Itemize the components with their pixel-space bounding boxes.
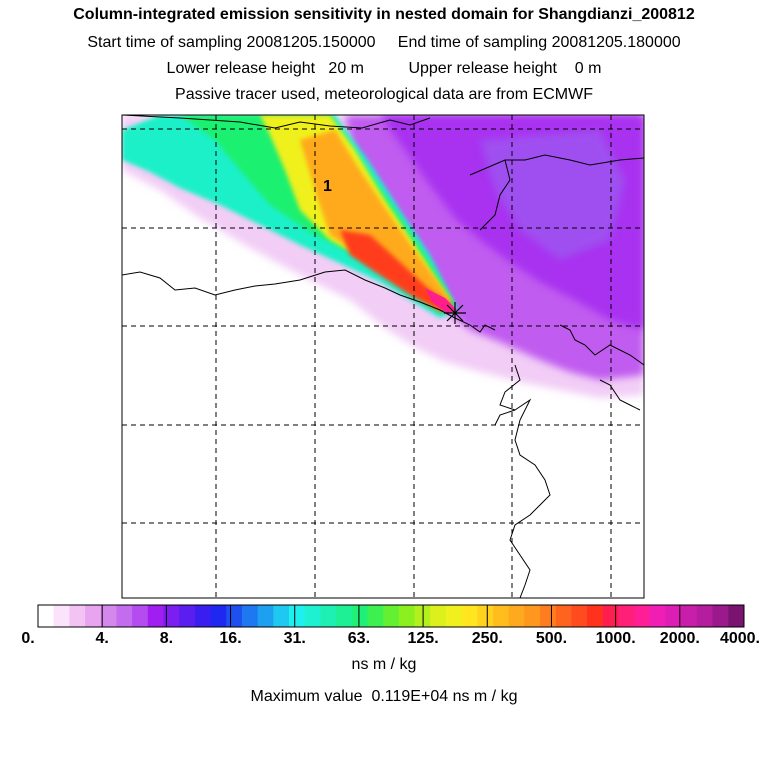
colorbar-cell bbox=[367, 605, 384, 627]
release-height-line: Lower release height 20 m Upper release … bbox=[166, 60, 602, 77]
colorbar-cell bbox=[414, 605, 431, 627]
colorbar bbox=[37, 604, 745, 628]
sensitivity-field bbox=[122, 115, 644, 398]
colorbar-cell bbox=[649, 605, 666, 627]
colorbar-cell bbox=[257, 605, 274, 627]
colorbar-cell bbox=[289, 605, 306, 627]
colorbar-cell bbox=[147, 605, 164, 627]
colorbar-cell bbox=[383, 605, 400, 627]
contour-orange bbox=[300, 130, 452, 310]
colorbar-cell bbox=[602, 605, 619, 627]
colorbar-cell bbox=[194, 605, 211, 627]
colorbar-tick-label: 63. bbox=[347, 630, 371, 647]
colorbar-cell bbox=[336, 605, 353, 627]
plume-label: 1 bbox=[323, 178, 332, 195]
colorbar-cell bbox=[571, 605, 588, 627]
colorbar-cell bbox=[555, 605, 572, 627]
colorbar-cell bbox=[69, 605, 86, 627]
colorbar-cell bbox=[540, 605, 557, 627]
sampling-time-line: Start time of sampling 20081205.150000 E… bbox=[87, 34, 681, 51]
colorbar-cell bbox=[696, 605, 714, 627]
colorbar-cell bbox=[226, 605, 243, 627]
colorbar-cell bbox=[492, 605, 510, 627]
colorbar-cell bbox=[634, 605, 651, 627]
colorbar-tick-label: 2000. bbox=[659, 630, 700, 647]
colorbar-tick-label: 1000. bbox=[595, 630, 636, 647]
colorbar-cell bbox=[241, 605, 259, 627]
colorbar-tick-label: 125. bbox=[407, 630, 439, 647]
colorbar-cell bbox=[85, 605, 102, 627]
max-value-label: Maximum value 0.119E+04 ns m / kg bbox=[250, 688, 518, 705]
colorbar-cell bbox=[587, 605, 604, 627]
colorbar-cell bbox=[665, 605, 682, 627]
colorbar-cell bbox=[728, 605, 745, 627]
colorbar-cell bbox=[179, 605, 196, 627]
colorbar-tick-label: 8. bbox=[159, 630, 174, 647]
colorbar-cell bbox=[477, 605, 494, 627]
colorbar-cell bbox=[116, 605, 133, 627]
figure-title: Column-integrated emission sensitivity i… bbox=[73, 6, 695, 23]
map-panel: 1 bbox=[121, 114, 645, 599]
colorbar-cell bbox=[712, 605, 729, 627]
colorbar-cell bbox=[618, 605, 635, 627]
colorbar-tick-label: 16. bbox=[219, 630, 242, 647]
colorbar-cell bbox=[398, 605, 415, 627]
colorbar-tick-label: 500. bbox=[535, 630, 568, 647]
colorbar-tick-label: 4. bbox=[95, 630, 109, 647]
boundary-lines bbox=[122, 115, 644, 598]
tracer-info-line: Passive tracer used, meteorological data… bbox=[175, 86, 593, 103]
colorbar-tick-label: 4000. bbox=[719, 630, 760, 647]
contour-violet-core bbox=[480, 130, 625, 260]
colorbar-cell bbox=[508, 605, 525, 627]
colorbar-ticks bbox=[101, 605, 681, 627]
colorbar-cell bbox=[38, 605, 55, 627]
colorbar-cell bbox=[681, 605, 698, 627]
map-frame bbox=[121, 114, 645, 599]
colorbar-cell bbox=[53, 605, 70, 627]
colorbar-cells bbox=[38, 605, 745, 627]
colorbar-cell bbox=[304, 605, 321, 627]
colorbar-tick-label: 0. bbox=[21, 630, 35, 647]
colorbar-tick-label: 250. bbox=[471, 630, 503, 647]
colorbar-cell bbox=[524, 605, 541, 627]
graticule bbox=[122, 115, 644, 598]
colorbar-cell bbox=[273, 605, 290, 627]
colorbar-cell bbox=[461, 605, 478, 627]
colorbar-cell bbox=[163, 605, 180, 627]
contour-red bbox=[340, 230, 452, 312]
colorbar-cell bbox=[445, 605, 462, 627]
colorbar-cell bbox=[100, 605, 117, 627]
colorbar-frame bbox=[37, 604, 745, 628]
colorbar-cell bbox=[210, 605, 227, 627]
colorbar-tick-label: 31. bbox=[283, 630, 306, 647]
colorbar-cell bbox=[351, 605, 368, 627]
receptor-star-icon bbox=[444, 302, 466, 324]
units-label: ns m / kg bbox=[351, 656, 417, 673]
colorbar-cell bbox=[320, 605, 337, 627]
colorbar-cell bbox=[132, 605, 149, 627]
colorbar-cell bbox=[430, 605, 447, 627]
